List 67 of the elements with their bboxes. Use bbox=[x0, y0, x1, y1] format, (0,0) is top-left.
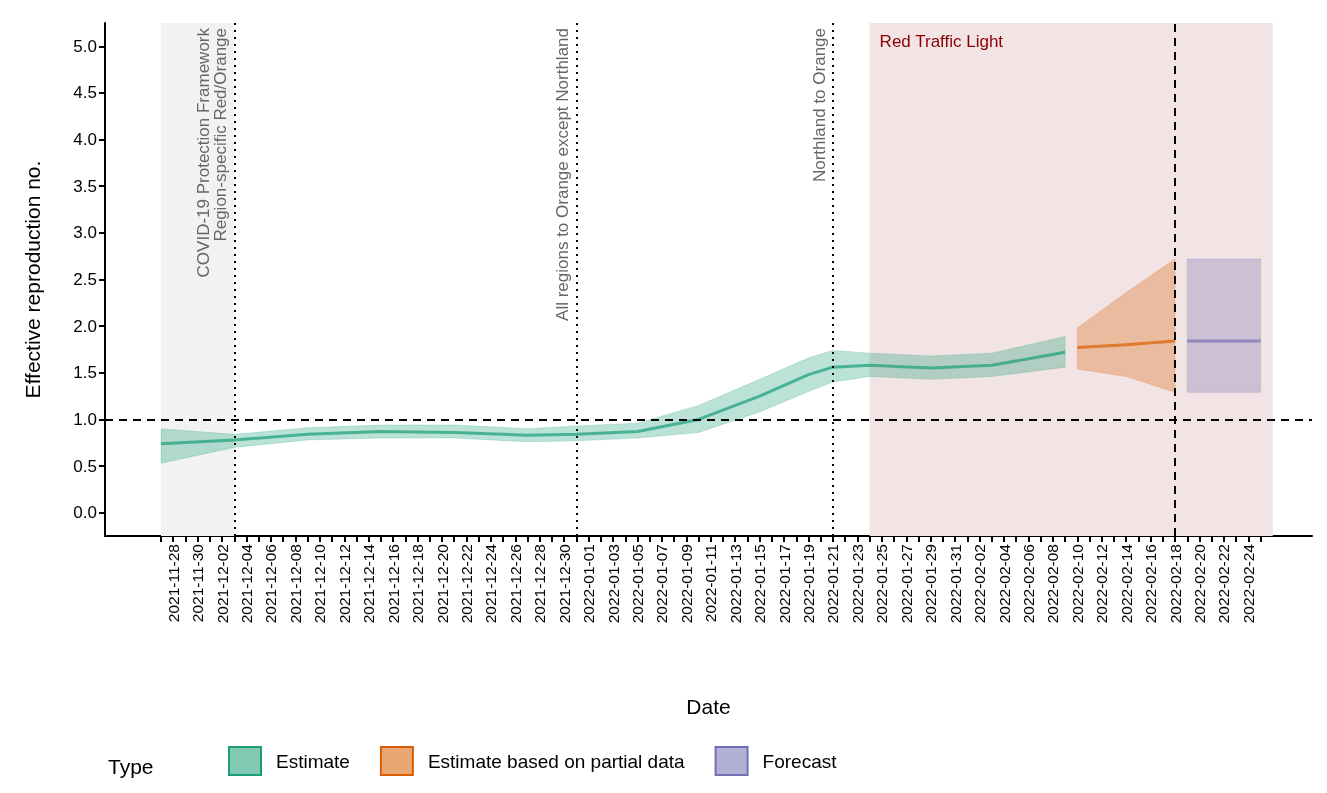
y-tick-label: 4.0 bbox=[73, 130, 97, 150]
x-tick-label: 2022-01-17 bbox=[775, 544, 793, 624]
y-tick-label: 1.0 bbox=[73, 409, 97, 429]
ref-line-label: Northland to Orange bbox=[809, 28, 829, 183]
x-tick-label: 2022-02-06 bbox=[1019, 544, 1037, 624]
x-tick-label: 2021-12-30 bbox=[555, 543, 573, 624]
x-tick-label: 2022-02-14 bbox=[1117, 543, 1135, 624]
ref-line-label: COVID-19 Protection Framework Region-specific Red/Orange bbox=[194, 27, 231, 278]
y-tick-label: 3.0 bbox=[73, 223, 97, 243]
x-tick-label: 2022-02-02 bbox=[971, 544, 989, 624]
x-tick-label: 2022-01-31 bbox=[946, 544, 964, 624]
x-tick-label: 2022-01-19 bbox=[800, 544, 818, 624]
x-tick-label: 2022-02-08 bbox=[1044, 544, 1062, 624]
x-tick-label: 2022-02-24 bbox=[1239, 543, 1257, 624]
x-tick-label: 2022-01-01 bbox=[580, 544, 598, 624]
y-tick-label: 2.0 bbox=[73, 316, 97, 336]
x-tick-label: 2022-02-18 bbox=[1166, 544, 1184, 624]
x-tick-label: 2021-12-04 bbox=[238, 543, 256, 624]
x-tick-label: 2021-12-02 bbox=[213, 544, 231, 624]
x-tick-label: 2022-01-05 bbox=[628, 544, 646, 624]
x-tick-label: 2022-01-03 bbox=[604, 544, 622, 624]
x-tick-label: 2022-01-25 bbox=[873, 544, 891, 624]
legend-title: Type bbox=[108, 755, 154, 778]
x-axis-title: Date bbox=[686, 695, 731, 718]
x-tick-label: 2021-12-08 bbox=[286, 544, 304, 624]
x-tick-label: 2022-02-10 bbox=[1068, 543, 1086, 624]
x-tick-label: 2022-02-20 bbox=[1191, 543, 1208, 624]
x-tick-label: 2021-12-24 bbox=[482, 543, 500, 624]
x-tick-label: 2021-12-20 bbox=[433, 543, 451, 624]
ref-line-label: All regions to Orange except Northland bbox=[553, 28, 573, 321]
x-tick-label: 2022-02-12 bbox=[1093, 544, 1111, 624]
x-tick-label: 2022-01-27 bbox=[897, 544, 915, 624]
legend-label: Forecast bbox=[762, 750, 838, 772]
x-tick-label: 2022-01-15 bbox=[751, 544, 769, 624]
line-series bbox=[159, 350, 1067, 446]
x-tick-label: 2021-12-16 bbox=[384, 544, 402, 624]
y-tick-label: 5.0 bbox=[73, 36, 97, 56]
x-tick-label: 2021-12-18 bbox=[409, 544, 427, 624]
x-tick-label: 2021-12-06 bbox=[262, 544, 280, 624]
y-tick-label: 0.0 bbox=[73, 503, 97, 523]
x-tick-label: 2022-02-04 bbox=[995, 543, 1013, 624]
x-tick-label: 2022-01-11 bbox=[702, 544, 720, 623]
y-tick-label: 0.5 bbox=[73, 456, 97, 476]
x-tick-label: 2021-11-28 bbox=[164, 544, 182, 623]
x-tick-label: 2021-12-26 bbox=[506, 544, 524, 624]
x-tick-label: 2022-02-22 bbox=[1215, 544, 1233, 624]
band-label: Red Traffic Light bbox=[879, 32, 1004, 51]
x-tick-label: 2021-12-28 bbox=[531, 544, 549, 624]
legend-label: Estimate based on partial data bbox=[427, 750, 685, 772]
x-tick-label: 2022-01-13 bbox=[726, 544, 744, 624]
y-tick-label: 3.5 bbox=[73, 176, 97, 196]
x-tick-label: 2022-01-07 bbox=[653, 544, 671, 624]
y-axis-title: Effective reproduction no. bbox=[21, 160, 44, 399]
legend-label: Estimate bbox=[276, 750, 350, 772]
y-tick-label: 4.5 bbox=[73, 83, 97, 103]
y-tick-label: 1.5 bbox=[73, 363, 97, 383]
x-tick-label: 2021-12-12 bbox=[335, 544, 353, 624]
x-tick-label: 2022-02-16 bbox=[1142, 544, 1160, 624]
x-tick-label: 2022-01-23 bbox=[848, 544, 866, 624]
x-tick-label: 2021-12-10 bbox=[311, 543, 329, 624]
x-tick-label: 2022-01-21 bbox=[824, 544, 842, 624]
y-tick-label: 2.5 bbox=[73, 270, 97, 289]
x-tick-label: 2022-01-29 bbox=[922, 544, 940, 624]
x-tick-label: 2021-11-30 bbox=[189, 543, 207, 623]
x-tick-label: 2021-12-14 bbox=[360, 543, 378, 624]
x-tick-label: 2021-12-22 bbox=[457, 544, 475, 624]
x-tick-label: 2022-01-09 bbox=[677, 544, 695, 624]
